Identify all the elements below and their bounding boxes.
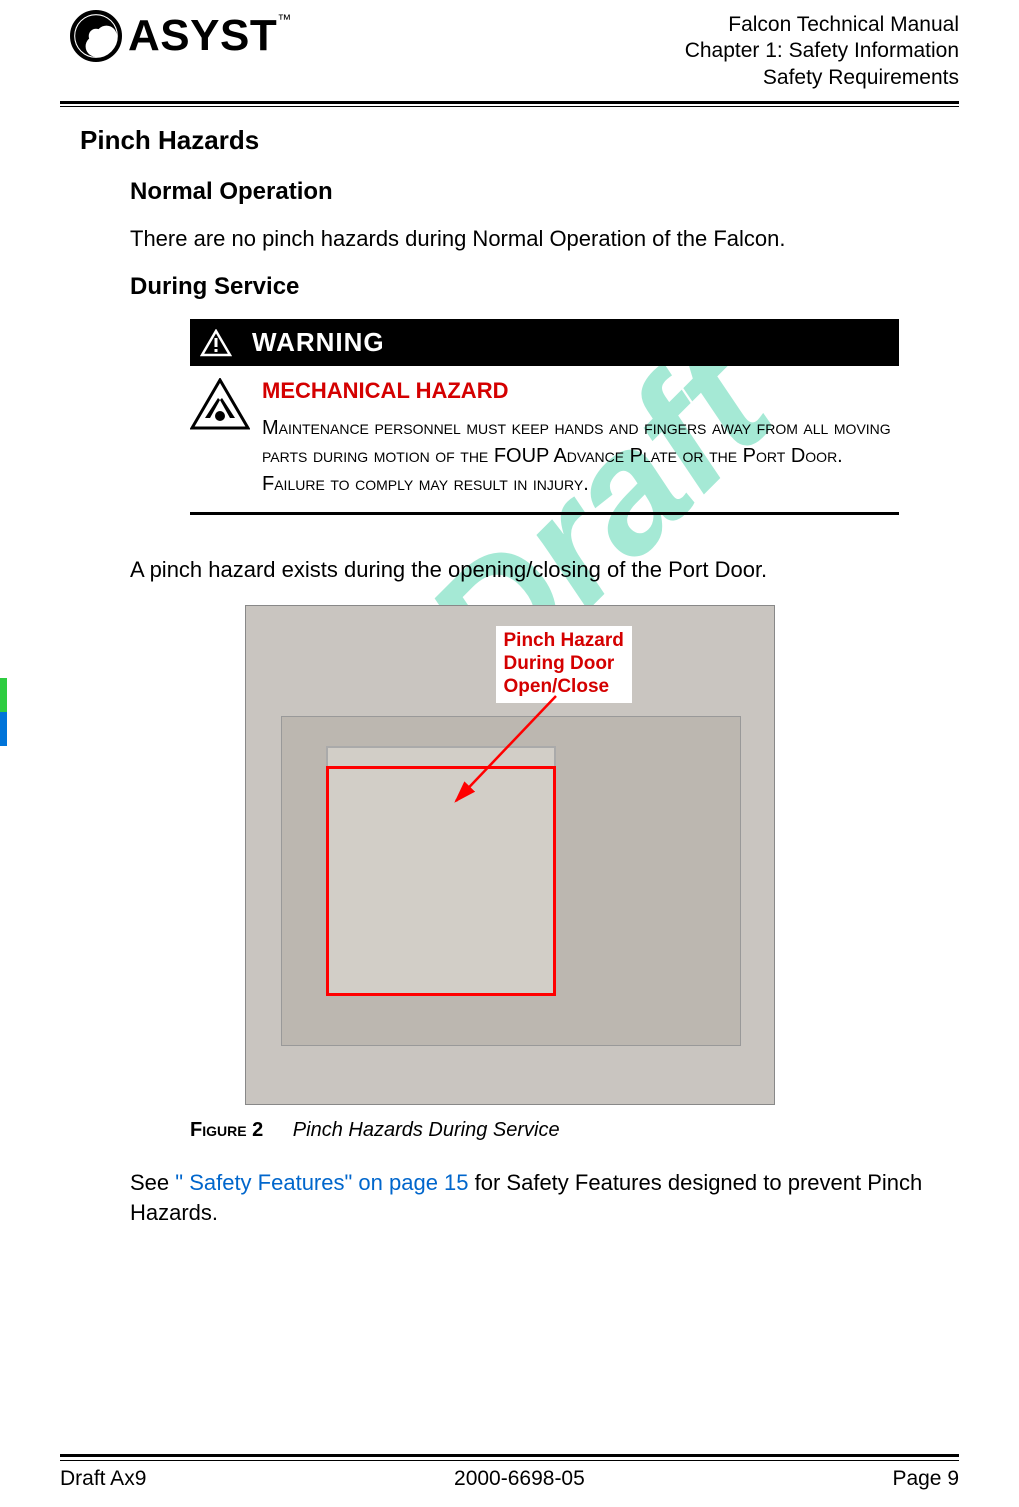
see-para: See " Safety Features" on page 15 for Sa… [130, 1168, 949, 1227]
footer-rule [60, 1454, 959, 1457]
warning-bar: WARNING [190, 319, 899, 366]
warning-triangle-icon [200, 329, 232, 357]
logo-text: ASYST™ [128, 11, 292, 61]
header-line2: Chapter 1: Safety Information [685, 38, 959, 64]
see-pre: See [130, 1170, 175, 1195]
figure-2: Pinch Hazard During Door Open/Close [245, 605, 775, 1105]
figure-label: Figure 2 [190, 1119, 263, 1141]
subsection-normal-op: Normal Operation [130, 178, 959, 206]
header-line1: Falcon Technical Manual [685, 12, 959, 38]
logo: ASYST™ [60, 10, 292, 62]
figure-title: Pinch Hazards During Service [293, 1119, 560, 1141]
pinch-hazard-icon [190, 378, 250, 498]
subsection-during-service: During Service [130, 273, 959, 301]
logo-swirl-icon [70, 10, 122, 62]
section-title: Pinch Hazards [80, 125, 959, 156]
page-header: ASYST™ Falcon Technical Manual Chapter 1… [60, 10, 959, 91]
edge-mark-blue [0, 712, 7, 746]
normal-op-para: There are no pinch hazards during Normal… [130, 224, 949, 254]
warning-rule [190, 512, 899, 515]
footer-center: 2000-6698-05 [454, 1467, 585, 1491]
edge-mark-green [0, 678, 7, 712]
header-rule [60, 101, 959, 104]
warning-hazard-title: MECHANICAL HAZARD [262, 378, 899, 404]
logo-tm: ™ [277, 11, 292, 27]
warning-box: WARNING MECHANICAL HAZARD Maintenance pe… [190, 319, 899, 512]
footer-rule-thin [60, 1460, 959, 1461]
header-meta: Falcon Technical Manual Chapter 1: Safet… [685, 10, 959, 91]
figure-image-placeholder: Pinch Hazard During Door Open/Close [245, 605, 775, 1105]
figure-caption: Figure 2 Pinch Hazards During Service [190, 1119, 959, 1142]
footer-right: Page 9 [892, 1467, 959, 1491]
after-warning-para: A pinch hazard exists during the opening… [130, 555, 949, 585]
callout-arrow [246, 606, 775, 1105]
safety-features-link[interactable]: " Safety Features" on page 15 [175, 1170, 468, 1195]
page-footer: Draft Ax9 2000-6698-05 Page 9 [60, 1467, 959, 1491]
warning-hazard-msg: Maintenance personnel must keep hands an… [262, 414, 899, 498]
logo-text-main: ASYST [128, 11, 277, 60]
warning-bar-label: WARNING [252, 327, 385, 358]
footer-left: Draft Ax9 [60, 1467, 146, 1491]
header-line3: Safety Requirements [685, 65, 959, 91]
